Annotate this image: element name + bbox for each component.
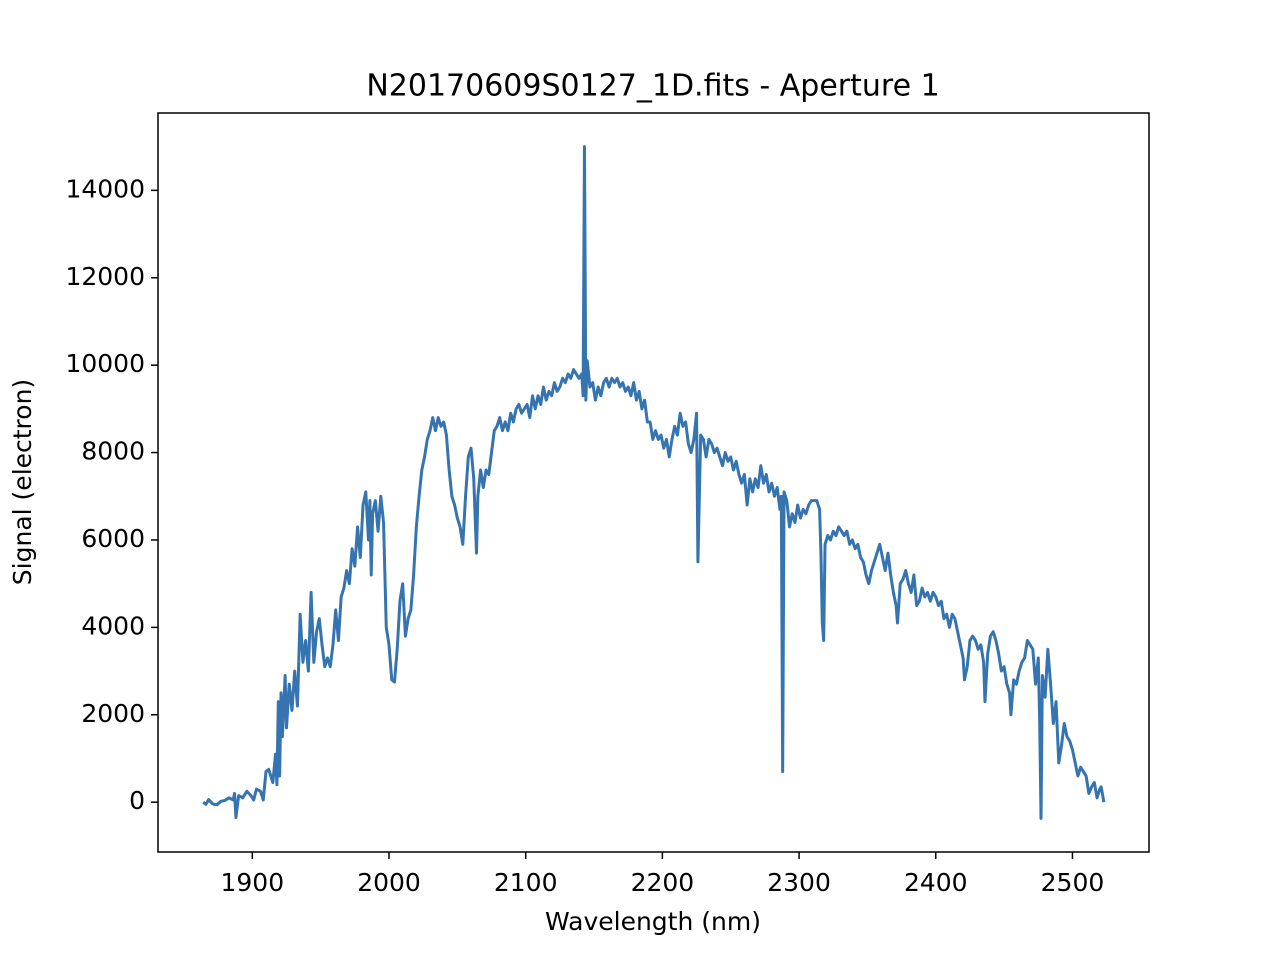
y-axis-label: Signal (electron) [8,379,37,585]
chart-title: N20170609S0127_1D.fits - Aperture 1 [366,69,939,104]
y-tick-label: 10000 [65,349,145,378]
x-tick-label: 2400 [904,868,968,897]
x-tick-label: 1900 [221,868,285,897]
x-tick-label: 2300 [767,868,831,897]
x-tick-label: 2000 [357,868,421,897]
x-tick-label: 2500 [1041,868,1105,897]
y-tick-label: 2000 [81,699,145,728]
y-tick-label: 0 [129,786,145,815]
y-tick-label: 8000 [81,437,145,466]
y-tick-label: 6000 [81,524,145,553]
x-axis-label: Wavelength (nm) [545,907,761,936]
y-tick-label: 4000 [81,611,145,640]
x-tick-label: 2100 [494,868,558,897]
y-tick-label: 12000 [65,262,145,291]
x-tick-label: 2200 [631,868,695,897]
axes-frame [157,112,1150,853]
y-tick-label: 14000 [65,174,145,203]
spectrum-line [202,145,1106,820]
